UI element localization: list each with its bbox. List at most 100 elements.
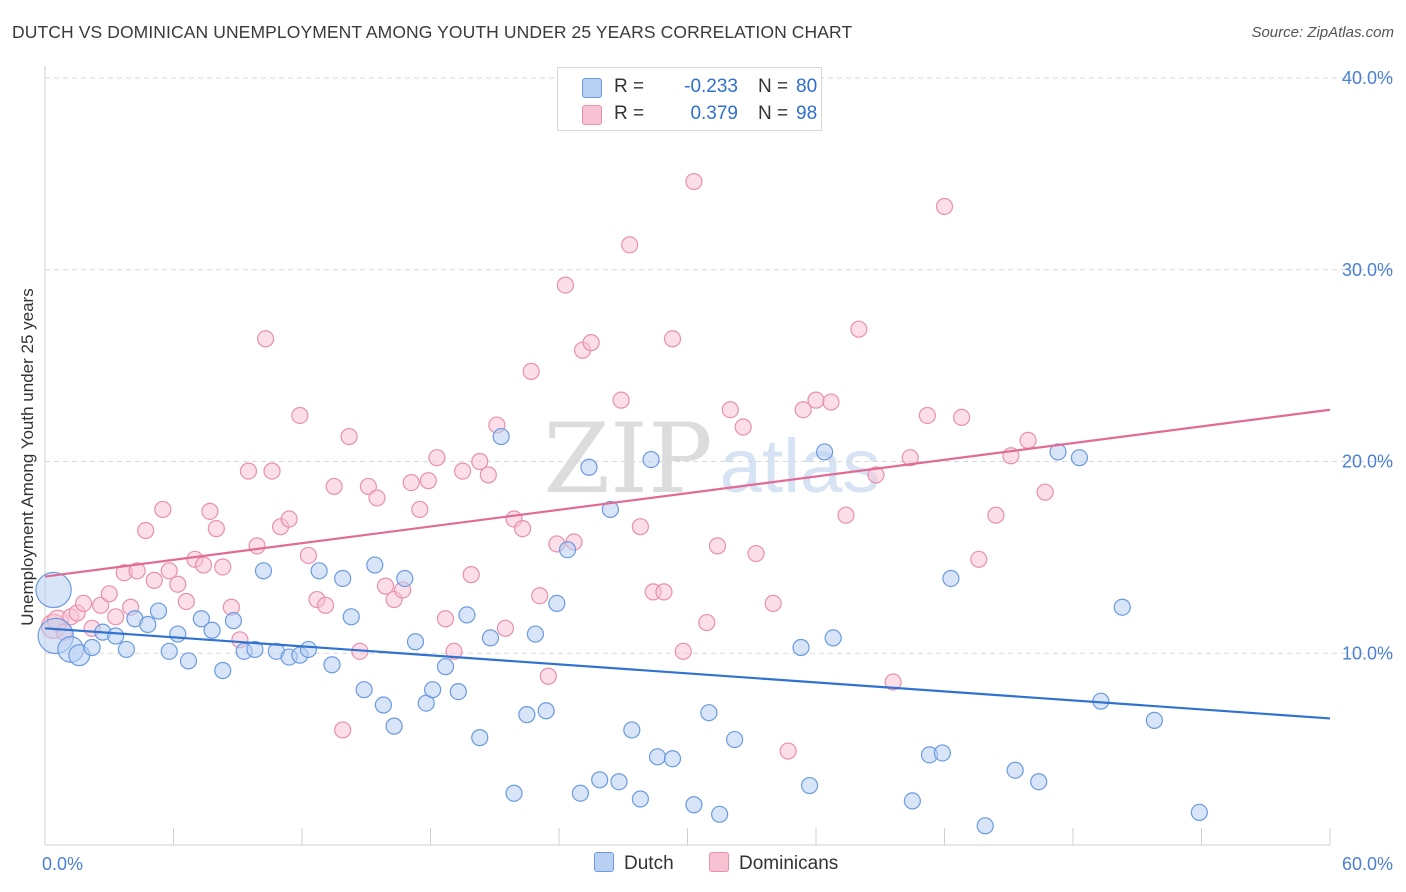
source-note: Source: ZipAtlas.com xyxy=(1251,24,1394,41)
dominicans-point xyxy=(822,393,840,411)
x-tick-label: 60.0% xyxy=(1342,854,1393,874)
dutch-point xyxy=(976,817,994,835)
dutch-point xyxy=(355,681,373,699)
dutch-point xyxy=(203,621,221,639)
dutch-point xyxy=(601,500,620,519)
dutch-point xyxy=(1190,803,1208,822)
dominicans-point xyxy=(419,472,437,490)
dominicans-point xyxy=(612,391,630,409)
dominicans-point xyxy=(621,236,639,254)
dutch-point xyxy=(526,625,545,643)
dutch-point xyxy=(149,602,168,620)
dutch-r-label: R = xyxy=(614,76,645,97)
dutch-point xyxy=(310,562,328,580)
dutch-point xyxy=(1145,711,1163,729)
dominicans-point xyxy=(734,418,752,436)
dominicans-point xyxy=(631,518,649,536)
dominicans-point xyxy=(316,596,335,614)
dominicans-point xyxy=(160,562,178,580)
dominicans-point xyxy=(779,742,797,760)
y-tick-label: 20.0% xyxy=(1342,452,1393,472)
dutch-point xyxy=(623,721,641,739)
dominicans-point xyxy=(794,401,812,419)
dominicans-point xyxy=(248,537,266,555)
y-tick-label: 30.0% xyxy=(1342,260,1393,280)
bottom-dutch-label: Dutch xyxy=(624,853,674,874)
dominicans-point xyxy=(935,197,954,216)
dutch-point xyxy=(903,792,921,810)
dutch-point xyxy=(711,805,729,823)
dutch-point xyxy=(458,606,476,624)
dominicans-point xyxy=(128,562,146,580)
dutch-point xyxy=(800,776,819,795)
dutch-point xyxy=(492,427,510,446)
dominicans-trend-line xyxy=(44,408,1331,578)
dutch-point xyxy=(214,661,232,680)
dutch-point xyxy=(424,681,442,699)
dominicans-point xyxy=(471,452,489,471)
dominicans-point xyxy=(522,362,540,380)
dominicans-point xyxy=(867,466,885,484)
dutch-point xyxy=(179,652,198,670)
bottom-legend-dominicans: Dominicans xyxy=(709,852,838,875)
dominicans-point xyxy=(214,558,232,576)
dutch-point xyxy=(192,610,210,628)
dominicans-point xyxy=(299,546,318,565)
dominicans-point xyxy=(953,408,971,426)
dutch-point xyxy=(1030,773,1048,791)
dutch-point xyxy=(700,704,718,722)
dutch-point xyxy=(824,629,842,647)
y-tick-label: 10.0% xyxy=(1342,643,1393,663)
dominicans-point xyxy=(685,172,703,191)
dutch-swatch xyxy=(582,78,602,98)
dominicans-point xyxy=(402,473,420,492)
trend-lines xyxy=(44,408,1331,720)
dominicans-point xyxy=(177,592,195,611)
dutch-point xyxy=(505,784,523,802)
dutch-point xyxy=(35,571,72,609)
tick-labels: 10.0% 20.0% 30.0% 40.0% 0.0% 60.0% xyxy=(42,68,1393,874)
dutch-point xyxy=(374,696,392,714)
dutch-point xyxy=(254,562,273,580)
dominicans-point xyxy=(263,462,281,480)
dutch-point xyxy=(518,706,536,724)
dutch-point xyxy=(385,717,403,735)
dutch-trend-line xyxy=(44,627,1331,720)
dominicans-point xyxy=(496,619,515,637)
x-tick-label: 0.0% xyxy=(42,854,83,874)
dominicans-point xyxy=(239,462,258,480)
dutch-point xyxy=(648,748,667,766)
dominicans-point xyxy=(256,330,275,348)
dutch-point xyxy=(323,656,341,674)
dutch-point xyxy=(299,640,318,659)
dutch-point xyxy=(815,443,834,461)
dominicans-point xyxy=(462,566,480,584)
y-tick-label: 40.0% xyxy=(1342,68,1393,88)
dutch-point xyxy=(366,556,384,574)
dominicans-point xyxy=(201,502,219,520)
dominicans-point xyxy=(901,449,919,467)
dutch-point xyxy=(571,784,590,802)
dominicans-point xyxy=(445,642,463,660)
dutch-point xyxy=(942,569,960,588)
dominicans-point xyxy=(513,520,532,538)
dominicans-swatch xyxy=(582,105,602,125)
dominicans-point xyxy=(194,556,213,574)
dutch-points xyxy=(35,427,1208,835)
dominicans-point xyxy=(368,489,386,507)
dominicans-point xyxy=(479,466,497,484)
dominicans-point xyxy=(674,642,692,660)
dominicans-point xyxy=(987,506,1005,524)
dutch-point xyxy=(1070,449,1089,467)
dominicans-point xyxy=(747,544,765,563)
dominicans-point xyxy=(325,477,343,496)
dominicans-point xyxy=(154,500,172,519)
bottom-dominicans-swatch xyxy=(709,852,729,872)
dominicans-point xyxy=(837,506,855,524)
dutch-point xyxy=(139,615,157,634)
dominicans-point xyxy=(764,594,782,612)
dominicans-point xyxy=(137,521,155,540)
bottom-dominicans-label: Dominicans xyxy=(739,853,839,874)
dutch-point xyxy=(685,796,703,814)
dutch-point xyxy=(631,790,649,808)
